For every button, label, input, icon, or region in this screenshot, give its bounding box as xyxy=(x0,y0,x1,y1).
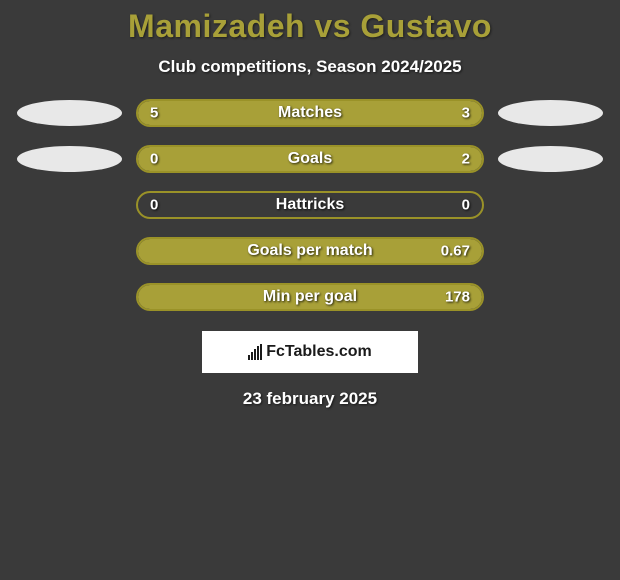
player-right-avatar xyxy=(498,146,603,172)
stat-label: Goals xyxy=(288,150,332,168)
comparison-infographic: Mamizadeh vs Gustavo Club competitions, … xyxy=(0,0,620,409)
stat-value-right: 0 xyxy=(462,197,470,214)
stat-row: Min per goal 178 xyxy=(0,283,620,311)
stat-value-left: 0 xyxy=(150,151,158,168)
stat-value-right: 2 xyxy=(462,151,470,168)
bar-fill-left xyxy=(138,147,200,171)
subtitle: Club competitions, Season 2024/2025 xyxy=(0,57,620,77)
stat-value-left: 5 xyxy=(150,105,158,122)
stat-label: Min per goal xyxy=(263,288,357,306)
player-left-avatar xyxy=(17,100,122,126)
stat-value-right: 3 xyxy=(462,105,470,122)
stat-bar: Goals per match 0.67 xyxy=(136,237,484,265)
stat-row: 0 Hattricks 0 xyxy=(0,191,620,219)
bar-fill-right xyxy=(200,147,482,171)
stat-row: Goals per match 0.67 xyxy=(0,237,620,265)
footer-brand-text: FcTables.com xyxy=(266,343,372,361)
stat-bar: 5 Matches 3 xyxy=(136,99,484,127)
stat-label: Goals per match xyxy=(247,242,372,260)
footer-brand-box: FcTables.com xyxy=(202,331,418,373)
stat-bar: Min per goal 178 xyxy=(136,283,484,311)
player-left-avatar xyxy=(17,146,122,172)
stat-bar: 0 Goals 2 xyxy=(136,145,484,173)
stat-value-left: 0 xyxy=(150,197,158,214)
stat-rows: 5 Matches 3 0 Goals 2 0 Hattricks 0 Goals per mat… xyxy=(0,99,620,311)
player-right-avatar xyxy=(498,100,603,126)
stat-value-right: 178 xyxy=(445,289,470,306)
stat-label: Matches xyxy=(278,104,342,122)
date-text: 23 february 2025 xyxy=(0,389,620,409)
stat-row: 0 Goals 2 xyxy=(0,145,620,173)
page-title: Mamizadeh vs Gustavo xyxy=(0,8,620,45)
stat-row: 5 Matches 3 xyxy=(0,99,620,127)
stat-label: Hattricks xyxy=(276,196,344,214)
fctables-bars-icon xyxy=(248,344,262,360)
stat-bar: 0 Hattricks 0 xyxy=(136,191,484,219)
stat-value-right: 0.67 xyxy=(441,243,470,260)
